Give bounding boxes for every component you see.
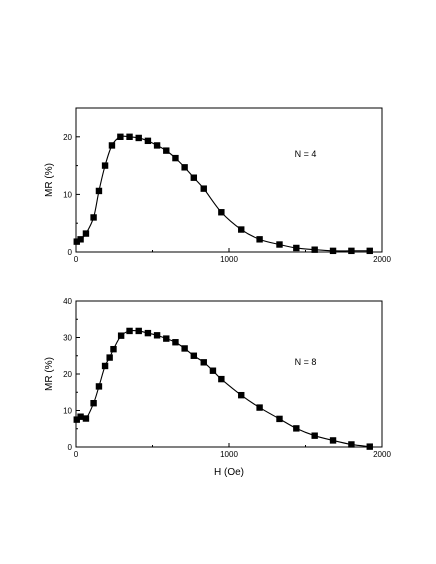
top-panel-series-line <box>76 135 370 252</box>
top-panel-y-tick-label: 20 <box>63 133 72 142</box>
bottom-panel-data-point <box>144 329 152 337</box>
top-panel-data-point <box>190 174 198 181</box>
top-panel-data-point <box>153 142 161 149</box>
bottom-panel-y-tick-label: 40 <box>63 297 72 306</box>
top-panel-data-point <box>218 209 225 216</box>
bottom-panel-data-point <box>366 443 373 450</box>
top-panel-data-point <box>73 238 80 245</box>
bottom-panel-data-point <box>117 332 125 339</box>
top-panel-x-tick-label: 2000 <box>373 255 391 264</box>
top-panel-data-point <box>172 154 179 162</box>
top-panel-data-point <box>101 162 109 169</box>
top-panel-data-point <box>181 164 188 171</box>
top-panel-data-point <box>126 133 133 140</box>
bottom-panel-data-point <box>90 400 97 407</box>
top-panel-x-tick-label: 0 <box>74 255 79 264</box>
top-panel-y-tick-label: 10 <box>63 190 72 199</box>
top-panel-data-point <box>329 247 337 255</box>
top-panel-data-point <box>90 214 97 221</box>
bottom-panel-x-axis-label: H (Oe) <box>214 467 244 478</box>
top-panel-data-point <box>200 185 207 192</box>
bottom-panel-data-point <box>238 391 245 399</box>
bottom-panel-data-point <box>106 354 113 361</box>
top-panel-y-axis-label: MR (%) <box>44 163 55 197</box>
top-panel-data-point <box>276 241 283 248</box>
bottom-panel-plot-frame <box>75 300 383 448</box>
bottom-panel-data-point <box>348 441 355 448</box>
bottom-panel-data-point <box>95 383 103 390</box>
bottom-panel-data-point <box>181 345 188 352</box>
top-panel-data-point <box>135 134 142 142</box>
bottom-panel-data-point <box>293 425 300 432</box>
top-panel-x-tick-label: 1000 <box>220 255 238 264</box>
bottom-panel-x-tick-label: 0 <box>74 450 79 459</box>
bottom-panel-data-point <box>209 367 217 374</box>
top-panel-data-point <box>77 236 84 243</box>
bottom-panel-y-tick-label: 10 <box>63 407 72 416</box>
bottom-panel-data-point <box>126 327 133 335</box>
top-panel-data-point <box>108 142 116 149</box>
top-panel-plot-frame <box>75 107 383 253</box>
bottom-panel-data-point <box>135 327 142 335</box>
top-panel-data-point <box>256 236 263 243</box>
bottom-panel-y-axis-label: MR (%) <box>44 357 55 391</box>
bottom-panel-x-tick-label: 1000 <box>220 450 238 459</box>
bottom-panel-data-point <box>82 415 90 422</box>
bottom-panel-data-point <box>200 359 207 366</box>
bottom-panel-data-point <box>163 335 170 342</box>
bottom-panel-series-line <box>76 329 370 448</box>
bottom-panel-y-tick-label: 30 <box>63 334 72 343</box>
top-panel-data-point <box>293 244 300 252</box>
top-panel-y-tick-label: 0 <box>68 248 73 257</box>
top-panel-data-point <box>366 247 373 255</box>
bottom-panel-data-point <box>190 352 198 359</box>
bottom-panel-data-point <box>172 339 179 346</box>
top-panel-data-point <box>144 137 152 145</box>
top-panel-data-point <box>311 246 318 253</box>
bottom-panel-y-tick-label: 20 <box>63 370 72 379</box>
top-panel-data-point <box>95 187 103 195</box>
bottom-panel-y-tick-label: 0 <box>68 443 73 452</box>
bottom-panel-data-point <box>311 432 318 439</box>
bottom-panel-data-point <box>153 332 161 339</box>
top-panel-data-point <box>348 247 355 255</box>
bottom-panel-data-point <box>101 362 109 370</box>
bottom-panel-data-point <box>256 404 263 411</box>
top-panel-data-point <box>238 226 245 233</box>
top-panel-data-point <box>163 147 170 154</box>
top-panel-data-point <box>82 230 90 237</box>
bottom-panel-data-point <box>276 415 283 423</box>
bottom-panel-data-point <box>110 345 117 353</box>
bottom-panel-data-point <box>73 416 80 423</box>
bottom-panel-data-point <box>77 413 84 420</box>
top-panel-data-point <box>117 133 124 140</box>
bottom-panel-data-point <box>218 375 225 383</box>
bottom-panel-data-point <box>329 437 337 444</box>
bottom-panel-annotation: N = 8 <box>295 357 317 367</box>
bottom-panel-x-tick-label: 2000 <box>373 450 391 459</box>
top-panel-annotation: N = 4 <box>295 149 317 159</box>
